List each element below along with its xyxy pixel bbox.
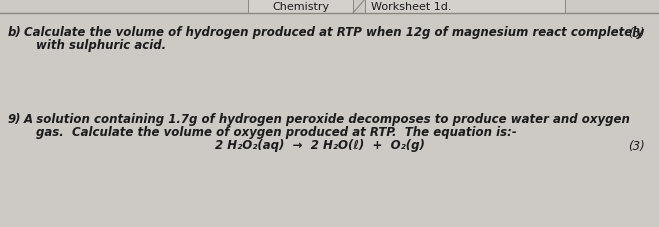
Text: (3): (3) bbox=[627, 139, 645, 152]
Text: Worksheet 1d.: Worksheet 1d. bbox=[371, 2, 451, 12]
Text: with sulphuric acid.: with sulphuric acid. bbox=[36, 39, 166, 52]
Text: A solution containing 1.7g of hydrogen peroxide decomposes to produce water and : A solution containing 1.7g of hydrogen p… bbox=[24, 113, 631, 126]
Text: 2 H₂O₂(aq)  →  2 H₂O(ℓ)  +  O₂(g): 2 H₂O₂(aq) → 2 H₂O(ℓ) + O₂(g) bbox=[215, 138, 425, 151]
Text: 9): 9) bbox=[8, 113, 22, 126]
Text: Calculate the volume of hydrogen produced at RTP when 12g of magnesium react com: Calculate the volume of hydrogen produce… bbox=[24, 26, 644, 39]
FancyBboxPatch shape bbox=[365, 0, 565, 14]
FancyBboxPatch shape bbox=[248, 0, 353, 14]
Text: Chemistry: Chemistry bbox=[272, 2, 329, 12]
Text: (3): (3) bbox=[627, 27, 645, 40]
Text: gas.  Calculate the volume of oxygen produced at RTP.  The equation is:-: gas. Calculate the volume of oxygen prod… bbox=[36, 126, 517, 138]
Text: b): b) bbox=[8, 26, 22, 39]
